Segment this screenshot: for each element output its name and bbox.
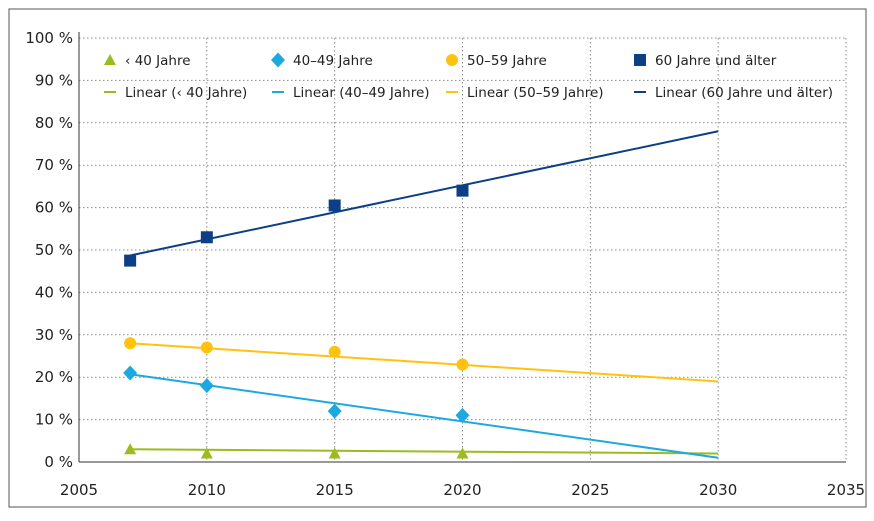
- axes: 0 % 10 % 20 % 30 % 40 % 50 % 60 % 70 % 80 % 90 % 1…: [25, 29, 865, 499]
- data-point-series-1: [455, 407, 470, 423]
- y-tick-label: 20 %: [35, 368, 73, 386]
- legend-label: ‹ 40 Jahre: [125, 53, 191, 69]
- x-tick-label: 2005: [60, 481, 98, 499]
- y-tick-label: 60 %: [35, 199, 73, 217]
- legend-marker-0: [104, 54, 116, 65]
- legend-marker-2: [446, 54, 458, 66]
- trendline-1: [129, 373, 719, 459]
- legend-marker-1: [271, 52, 285, 68]
- x-tick-label: 2025: [571, 481, 609, 499]
- y-tick-label: 100 %: [25, 29, 73, 47]
- chart-border: [8, 8, 867, 508]
- legend: ‹ 40 Jahre 40–49 Jahre 50–59 Jahre 60 Jahre…: [104, 52, 833, 101]
- data-point-series-2: [328, 345, 341, 358]
- y-tick-label: 0 %: [44, 453, 73, 471]
- x-tick-label: 2010: [188, 481, 226, 499]
- legend-label: 50–59 Jahre: [467, 53, 547, 69]
- data-point-series-1: [327, 403, 342, 419]
- trendline-2: [130, 342, 719, 383]
- trendline-3: [129, 130, 719, 257]
- data-point-series-2: [124, 337, 137, 350]
- y-tick-label: 30 %: [35, 326, 73, 344]
- y-tick-label: 80 %: [35, 114, 73, 132]
- data-point-series-1: [199, 378, 214, 394]
- x-tick-label: 2035: [827, 481, 865, 499]
- data-points: [123, 184, 470, 459]
- x-tick-label: 2020: [443, 481, 481, 499]
- data-point-series-3: [456, 184, 469, 197]
- legend-label: Linear (50–59 Jahre): [467, 85, 604, 101]
- x-tick-label: 2015: [316, 481, 354, 499]
- data-point-series-3: [200, 231, 213, 244]
- legend-label: 60 Jahre und älter: [655, 53, 777, 69]
- y-tick-label: 70 %: [35, 156, 73, 174]
- data-point-series-0: [200, 447, 213, 459]
- data-point-series-3: [328, 199, 341, 212]
- legend-label: Linear (‹ 40 Jahre): [125, 85, 247, 101]
- legend-marker-3: [634, 54, 646, 66]
- data-point-series-2: [200, 341, 213, 354]
- y-tick-label: 50 %: [35, 241, 73, 259]
- data-point-series-0: [124, 443, 137, 455]
- data-point-series-2: [456, 358, 469, 371]
- data-point-series-0: [328, 447, 341, 459]
- legend-label: 40–49 Jahre: [293, 53, 373, 69]
- data-point-series-1: [123, 365, 138, 381]
- legend-label: Linear (60 Jahre und älter): [655, 85, 833, 101]
- y-tick-label: 10 %: [35, 411, 73, 429]
- legend-label: Linear (40–49 Jahre): [293, 85, 430, 101]
- y-tick-label: 90 %: [35, 71, 73, 89]
- x-tick-label: 2030: [699, 481, 737, 499]
- trendlines: [129, 130, 719, 459]
- data-point-series-3: [124, 254, 137, 267]
- data-point-series-0: [456, 447, 469, 459]
- trendline-0: [130, 448, 719, 455]
- y-tick-label: 40 %: [35, 283, 73, 301]
